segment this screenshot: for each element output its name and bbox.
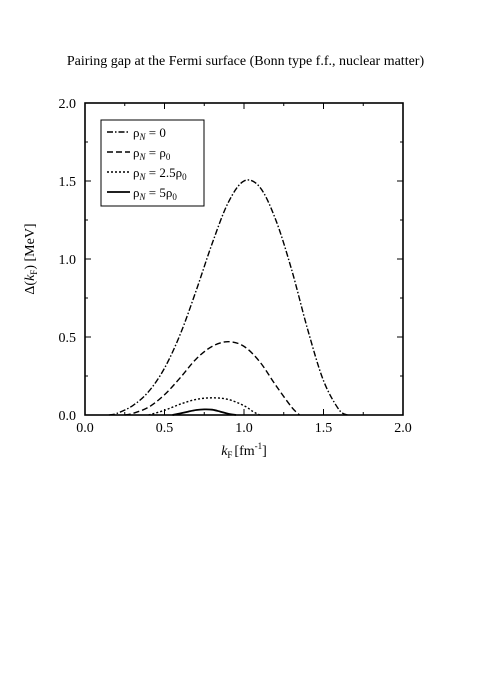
x-axis-label: kF [fm-1] bbox=[221, 441, 267, 460]
legend-label-2: ρN = ρ0 bbox=[133, 145, 171, 162]
x-tick-label: 2.0 bbox=[394, 421, 412, 436]
legend: ρN = 0 ρN = ρ0 ρN = 2.5ρ0 ρN = 5ρ0 bbox=[100, 119, 205, 207]
y-axis-label: Δ(kF) [MeV] bbox=[23, 223, 39, 294]
x-tick-label: 0.0 bbox=[76, 421, 94, 436]
legend-box bbox=[100, 119, 205, 207]
series-line-1 bbox=[108, 179, 348, 416]
y-tick-label: 2.0 bbox=[59, 97, 77, 112]
legend-items: ρN = 0 ρN = ρ0 ρN = 2.5ρ0 ρN = 5ρ0 bbox=[107, 125, 187, 202]
plot-layer bbox=[108, 179, 348, 416]
x-tick-label: 0.5 bbox=[156, 421, 174, 436]
y-tick-label: 1.0 bbox=[59, 253, 77, 268]
series-line-2 bbox=[124, 340, 301, 416]
legend-label-4: ρN = 5ρ0 bbox=[133, 185, 177, 202]
y-tick-label: 1.5 bbox=[59, 175, 77, 190]
legend-label-3: ρN = 2.5ρ0 bbox=[133, 165, 187, 182]
y-tick-label: 0.0 bbox=[59, 409, 77, 424]
legend-label-1: ρN = 0 bbox=[133, 125, 166, 142]
x-tick-label: 1.0 bbox=[235, 421, 253, 436]
chart-title: Pairing gap at the Fermi surface (Bonn t… bbox=[66, 54, 425, 69]
x-tick-label: 1.5 bbox=[315, 421, 333, 436]
ticks-layer bbox=[84, 102, 404, 416]
series-line-4 bbox=[172, 408, 237, 416]
labels-layer: 0.0 0.5 1.0 1.5 2.0 0.0 0.5 1.0 1.5 2.0 bbox=[59, 97, 412, 436]
y-tick-label: 0.5 bbox=[59, 331, 77, 346]
series-line-3 bbox=[148, 397, 261, 416]
